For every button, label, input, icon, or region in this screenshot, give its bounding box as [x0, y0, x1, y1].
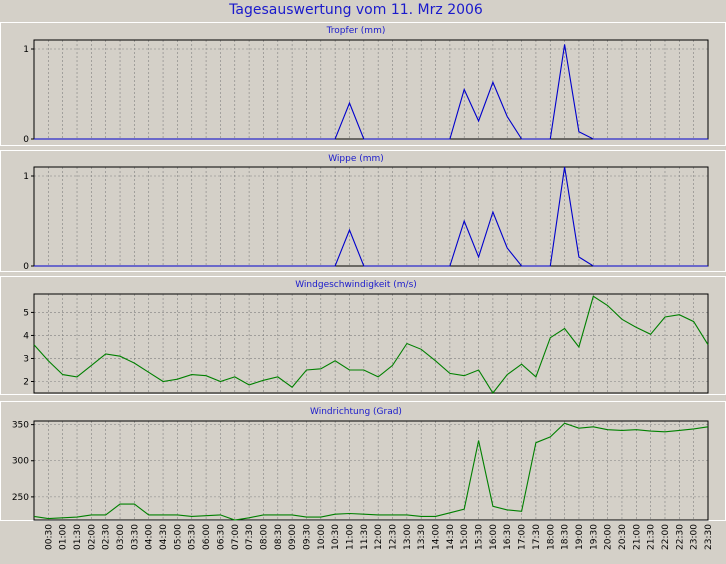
- y-tick-label: 2: [23, 377, 29, 387]
- x-tick-label: 09:30: [303, 524, 313, 550]
- x-tick-label: 15:00: [460, 524, 470, 550]
- x-tick-label: 11:30: [360, 524, 370, 550]
- series-line: [33, 422, 709, 521]
- x-tick-label: 12:30: [389, 524, 399, 550]
- x-tick-label: 14:30: [446, 524, 456, 550]
- x-tick-label: 08:00: [259, 524, 269, 550]
- panel-title: Tropfer (mm): [326, 26, 386, 36]
- x-tick-label: 19:30: [589, 524, 599, 550]
- x-tick-label: 01:30: [73, 524, 83, 550]
- x-tick-label: 17:30: [532, 524, 542, 550]
- x-tick-label: 16:30: [503, 524, 513, 550]
- panel-4: Windrichtung (Grad) 250 300 350: [0, 401, 726, 521]
- y-tick-label: 3: [23, 354, 29, 364]
- x-tick-label: 00:30: [44, 524, 54, 550]
- x-tick-label: 08:30: [274, 524, 284, 550]
- panel-3: Windgeschwindigkeit (m/s) 2 3 4 5: [0, 276, 726, 395]
- x-tick-label: 20:30: [618, 524, 628, 550]
- x-tick-label: 10:00: [317, 524, 327, 550]
- panel-title: Windgeschwindigkeit (m/s): [295, 280, 417, 290]
- x-tick-label: 10:30: [331, 524, 341, 550]
- x-tick-label: 03:00: [116, 524, 126, 550]
- x-tick-label: 15:30: [475, 524, 485, 550]
- panel-2: Wippe (mm) 0 1: [0, 150, 726, 272]
- plot-frame: [33, 39, 709, 140]
- x-tick-label: 09:00: [288, 524, 298, 550]
- x-tick-label: 06:30: [216, 524, 226, 550]
- x-tick-label: 14:00: [432, 524, 442, 550]
- x-tick-label: 07:30: [245, 524, 255, 550]
- x-tick-label: 21:00: [632, 524, 642, 550]
- x-tick-label: 03:30: [130, 524, 140, 550]
- series-line: [34, 166, 708, 267]
- x-tick-label: 22:00: [661, 524, 671, 550]
- series-line: [33, 295, 709, 394]
- plot-frame: [33, 293, 709, 394]
- y-tick-label: 250: [12, 493, 29, 503]
- x-tick-label: 19:00: [575, 524, 585, 550]
- plot-frame: [33, 166, 709, 267]
- x-axis-tick-labels: 00:30 01:00 01:30 02:00 02:30 03:00 03:30 04:00…: [44, 524, 714, 550]
- series-line: [34, 44, 708, 140]
- x-tick-label: 17:00: [518, 524, 528, 550]
- x-tick-label: 05:30: [188, 524, 198, 550]
- panel-title: Windrichtung (Grad): [310, 407, 402, 417]
- x-tick-label: 06:00: [202, 524, 212, 550]
- x-tick-label: 23:30: [704, 524, 714, 550]
- x-tick-label: 02:30: [102, 524, 112, 550]
- x-tick-label: 05:00: [173, 524, 183, 550]
- x-tick-label: 22:30: [675, 524, 685, 550]
- y-tick-label: 5: [23, 308, 29, 318]
- y-tick-label: 350: [12, 421, 29, 431]
- x-tick-label: 20:00: [604, 524, 614, 550]
- x-tick-label: 21:30: [647, 524, 657, 550]
- page-title: Tagesauswertung vom 11. Mrz 2006: [228, 2, 483, 18]
- panel-frame: [0, 150, 726, 272]
- x-tick-label: 04:30: [159, 524, 169, 550]
- x-tick-label: 13:30: [417, 524, 427, 550]
- x-tick-label: 18:30: [561, 524, 571, 550]
- x-tick-label: 16:00: [489, 524, 499, 550]
- y-tick-label: 1: [23, 45, 29, 55]
- plot-frame: [33, 420, 709, 521]
- x-tick-label: 02:00: [87, 524, 97, 550]
- panel-1: Tropfer (mm) 0 1: [0, 22, 726, 146]
- panel-frame: [0, 22, 726, 146]
- y-tick-label: 300: [12, 457, 29, 467]
- chart-panels: Tropfer (mm) 0 1 Wippe (mm) 0 1 Windgeschwindi…: [0, 22, 726, 521]
- x-tick-label: 13:00: [403, 524, 413, 550]
- y-tick-label: 0: [23, 135, 29, 145]
- x-tick-label: 23:00: [690, 524, 700, 550]
- x-tick-label: 12:00: [374, 524, 384, 550]
- x-tick-label: 07:00: [231, 524, 241, 550]
- x-tick-label: 01:00: [59, 524, 69, 550]
- x-tick-label: 04:00: [145, 524, 155, 550]
- y-tick-label: 0: [23, 262, 29, 272]
- x-tick-label: 11:00: [346, 524, 356, 550]
- x-tick-label: 18:00: [546, 524, 556, 550]
- y-tick-label: 4: [23, 331, 29, 341]
- panel-title: Wippe (mm): [328, 154, 384, 164]
- y-tick-label: 1: [23, 172, 29, 182]
